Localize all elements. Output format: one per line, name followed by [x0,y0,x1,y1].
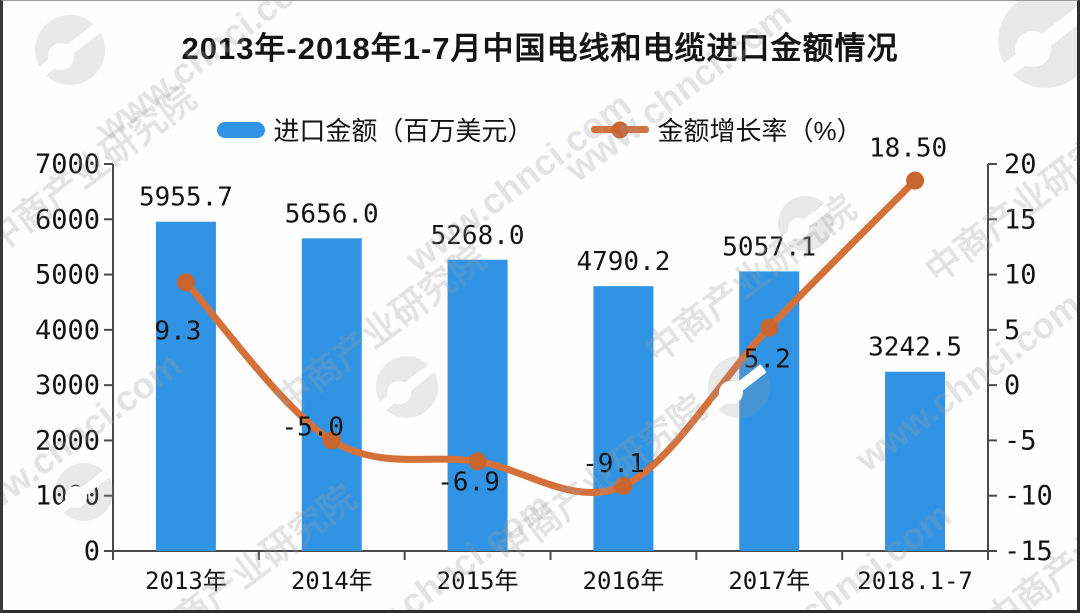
legend: 进口金额（百万美元） 金额增长率（%） [3,111,1077,148]
left-axis-tick-label: 4000 [35,315,100,346]
legend-item-import-amount: 进口金额（百万美元） [217,111,533,148]
bar-value-label: 5268.0 [431,221,525,251]
growth-rate-line [182,177,919,497]
growth-rate-point [760,318,779,337]
right-axis-tick-label: 10 [1004,260,1037,291]
bar-value-label: 5656.0 [285,199,379,229]
right-axis-tick-label: -10 [1004,481,1053,512]
left-axis-tick-label: 1000 [35,481,100,512]
line-series-swatch-icon [591,121,650,138]
right-axis-tick-label: 15 [1004,204,1037,235]
growth-rate-point [906,171,925,190]
line-value-label: -9.1 [582,449,645,479]
line-series-dot-icon [611,121,629,138]
left-axis-tick-label: 3000 [35,370,100,401]
import-amount-bar [885,371,946,551]
right-axis-tick-label: 20 [1004,149,1037,180]
import-amount-bar [739,271,800,551]
import-amount-bar [447,259,508,551]
import-amount-bar [593,286,654,551]
plot-area: 0 1000 2000 3000 4000 5000 6000 7000 -15 -10 -5 0 5 1… [35,134,1053,595]
left-axis-tick-label: 0 [84,536,100,567]
x-axis-category-label: 2013年 [145,567,227,595]
x-axis-category-label: 2015年 [437,567,519,595]
growth-rate-point [468,452,487,471]
right-axis-tick-label: 5 [1004,315,1020,346]
legend-label-import-amount: 进口金额（百万美元） [273,116,534,146]
legend-item-growth-rate: 金额增长率（%） [591,111,863,148]
left-axis-tick-label: 7000 [35,149,100,180]
bar-value-label: 4790.2 [576,247,670,277]
x-axis-category-label: 2016年 [583,567,665,595]
growth-rate-point [614,476,633,495]
line-value-label: -6.9 [437,467,500,497]
right-axis-tick-label: -15 [1004,536,1053,567]
bar-value-label: 5955.7 [139,183,233,213]
import-amount-bar [155,221,216,552]
growth-rate-point [176,273,195,292]
bar-value-label: 3242.5 [868,333,962,363]
right-axis-tick-label: 0 [1004,370,1020,401]
x-axis-category-label: 2018.1-7 [857,567,973,595]
line-value-label: 5.2 [744,345,791,375]
left-axis-tick-label: 6000 [35,204,100,235]
x-axis-category-label: 2017年 [728,567,810,595]
right-axis-tick-label: -5 [1004,425,1037,456]
line-value-label: 9.3 [154,316,201,346]
chart-title: 2013年-2018年1-7月中国电线和电缆进口金额情况 [181,31,899,66]
line-value-label: 18.50 [869,134,947,164]
growth-rate-point [322,431,341,450]
left-axis-tick-label: 2000 [35,425,100,456]
legend-label-growth-rate: 金额增长率（%） [657,116,863,146]
import-amount-bar [301,238,362,551]
x-axis-category-label: 2014年 [291,567,373,595]
bar-series-swatch-icon [217,121,266,138]
line-value-label: -5.0 [281,412,344,442]
left-axis-tick-label: 5000 [35,260,100,291]
bar-value-label: 5057.1 [722,232,816,262]
